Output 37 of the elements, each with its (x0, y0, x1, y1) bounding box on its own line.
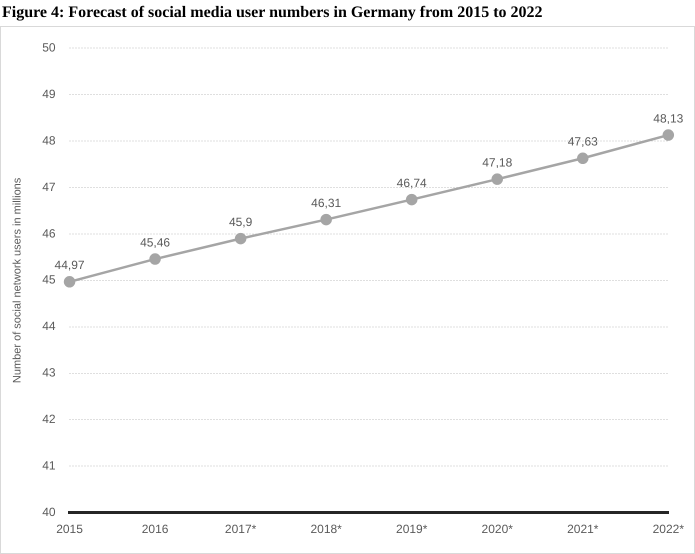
x-tick-label: 2019* (396, 522, 428, 536)
x-tick-label: 2022* (652, 522, 684, 536)
data-label: 48,13 (653, 111, 684, 126)
data-label: 44,97 (54, 258, 85, 272)
y-tick-label: 42 (42, 412, 56, 426)
y-tick-label: 49 (42, 86, 56, 101)
point (64, 276, 76, 288)
y-tick-label: 48 (42, 133, 56, 148)
point (662, 129, 674, 141)
y-tick-label: 43 (42, 366, 56, 380)
y-axis-title: Number of social network users in millions (12, 177, 24, 384)
y-tick-label: 50 (42, 40, 56, 55)
point (577, 152, 589, 164)
x-tick-label: 2021* (567, 522, 599, 536)
y-tick-label: 44 (42, 319, 56, 334)
data-label: 47,63 (568, 134, 598, 149)
y-tick-label: 47 (42, 180, 56, 194)
point (234, 232, 246, 244)
y-tick-label: 40 (42, 504, 56, 519)
data-label: 47,18 (482, 155, 513, 170)
x-tick-label: 2017* (224, 522, 257, 536)
data-label: 45,9 (228, 214, 253, 229)
x-tick-label: 2016 (142, 522, 169, 536)
data-label: 46,31 (311, 196, 342, 210)
point (406, 194, 418, 206)
x-tick-label: 2020* (482, 522, 514, 536)
x-tick-label: 2018* (310, 522, 342, 536)
data-label: 45,46 (140, 235, 170, 250)
y-tick-label: 45 (42, 272, 56, 287)
chart-title: Figure 4: Forecast of social media user numbers in Germany from 2015 to 2022 (2, 4, 544, 23)
data-label: 46,74 (396, 176, 428, 190)
y-tick-label: 41 (42, 458, 56, 472)
point (491, 173, 503, 185)
point (149, 253, 161, 265)
y-tick-label: 46 (42, 226, 56, 240)
point (320, 214, 332, 226)
x-tick-label: 2015 (56, 522, 84, 536)
